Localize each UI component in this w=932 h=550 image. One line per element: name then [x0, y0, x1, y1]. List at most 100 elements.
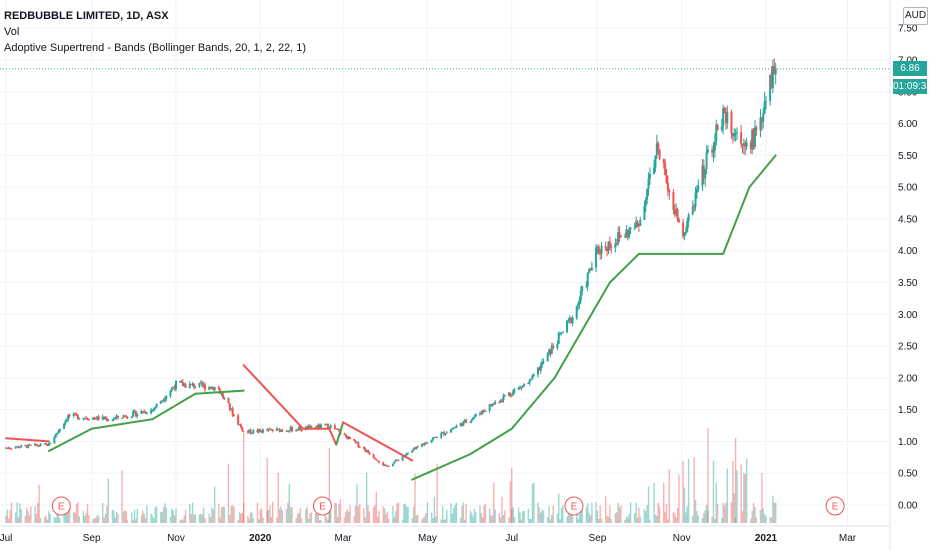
candle-body: [57, 431, 60, 433]
volume-bar: [10, 502, 13, 523]
currency-button[interactable]: AUD: [903, 7, 928, 25]
volume-bar: [222, 506, 224, 523]
volume-bar: [365, 472, 368, 523]
volume-bar: [686, 506, 688, 523]
volume-bar: [73, 512, 75, 523]
volume-bar: [488, 508, 491, 523]
supertrend-indicator-label[interactable]: Adoptive Supertrend - Bands (Bollinger B…: [4, 42, 307, 54]
candle-body: [541, 361, 544, 366]
volume-bar: [625, 516, 628, 523]
candle-body: [658, 149, 661, 159]
countdown-tag: 01:09:35: [893, 79, 932, 94]
volume-spike-bar: [266, 458, 268, 523]
candle-body: [281, 429, 284, 431]
volume-bar: [164, 503, 166, 523]
candle-body: [465, 419, 468, 423]
candle-body: [329, 425, 332, 428]
candle-body: [579, 290, 582, 301]
volume-bar: [446, 509, 448, 523]
candle-body: [112, 419, 115, 421]
candle-body: [368, 452, 371, 455]
candle-body: [597, 246, 600, 254]
volume-bar: [93, 518, 96, 523]
candle-body: [63, 423, 66, 429]
candle-body: [451, 428, 454, 430]
candle-body: [184, 384, 187, 388]
candle-body: [472, 417, 475, 420]
candle-body: [18, 447, 21, 449]
volume-bar: [759, 510, 762, 523]
candle-body: [521, 385, 524, 388]
candle-body: [299, 427, 302, 431]
candle-body: [407, 452, 410, 454]
candle-body: [537, 367, 539, 375]
candle-body: [126, 417, 129, 419]
volume-bar: [551, 514, 553, 523]
volume-bar: [736, 470, 738, 523]
volume-bar: [161, 512, 163, 523]
candle-body: [223, 397, 226, 399]
candle-body: [578, 300, 581, 305]
candle-body: [375, 459, 378, 461]
candle-body: [498, 401, 501, 403]
volume-bar: [628, 514, 630, 523]
volume-bar: [665, 503, 668, 523]
candle-body: [445, 432, 448, 434]
candle-body: [309, 425, 311, 427]
candle-body: [726, 111, 729, 124]
y-tick-label: 3.50: [898, 278, 918, 289]
volume-bar: [299, 508, 302, 523]
volume-bar: [334, 502, 336, 523]
volume-indicator-label[interactable]: Vol: [4, 26, 20, 38]
candle-body: [528, 379, 531, 383]
volume-bar: [610, 519, 612, 523]
volume-bar: [56, 511, 58, 523]
candle-body: [664, 162, 667, 176]
volume-bar: [639, 516, 641, 523]
candle-body: [548, 349, 551, 354]
candle-body: [93, 417, 96, 419]
candle-body: [585, 285, 588, 287]
candle-body: [83, 417, 86, 419]
candle-body: [742, 143, 745, 146]
volume-bar: [441, 506, 444, 523]
volume-bar: [249, 512, 252, 523]
volume-bar: [320, 519, 322, 523]
candle-body: [745, 142, 748, 147]
volume-bar: [172, 510, 174, 523]
volume-bar: [124, 510, 126, 523]
candle-body: [608, 241, 611, 247]
volume-bar: [490, 515, 492, 523]
volume-bar: [668, 469, 670, 523]
candle-body: [490, 404, 493, 407]
volume-bar: [345, 511, 347, 523]
volume-bar: [154, 507, 156, 523]
candle-body: [755, 127, 758, 131]
volume-bar: [624, 519, 626, 523]
volume-bar: [721, 518, 723, 523]
supertrend-segment: [469, 427, 513, 456]
volume-bar: [455, 502, 458, 523]
candle-body: [626, 229, 629, 237]
candle-body: [560, 332, 563, 334]
symbol-title[interactable]: REDBUBBLE LIMITED, 1D, ASX: [4, 10, 169, 22]
candle-body: [720, 126, 723, 131]
candle-body: [56, 432, 59, 434]
candle-body: [256, 430, 259, 433]
candle-body: [310, 425, 313, 428]
candle-body: [277, 428, 280, 430]
volume-bar: [95, 517, 97, 523]
candle-body: [72, 413, 75, 417]
volume-bar: [707, 510, 709, 523]
volume-bar: [774, 502, 777, 523]
x-tick-label: May: [418, 533, 437, 544]
candle-body: [38, 445, 41, 447]
volume-bar: [636, 517, 639, 523]
volume-bar: [415, 515, 418, 523]
candle-body: [267, 429, 270, 431]
volume-bar: [479, 505, 481, 523]
volume-bar: [96, 514, 98, 523]
candle-body: [115, 415, 118, 418]
candle-body: [231, 408, 234, 416]
